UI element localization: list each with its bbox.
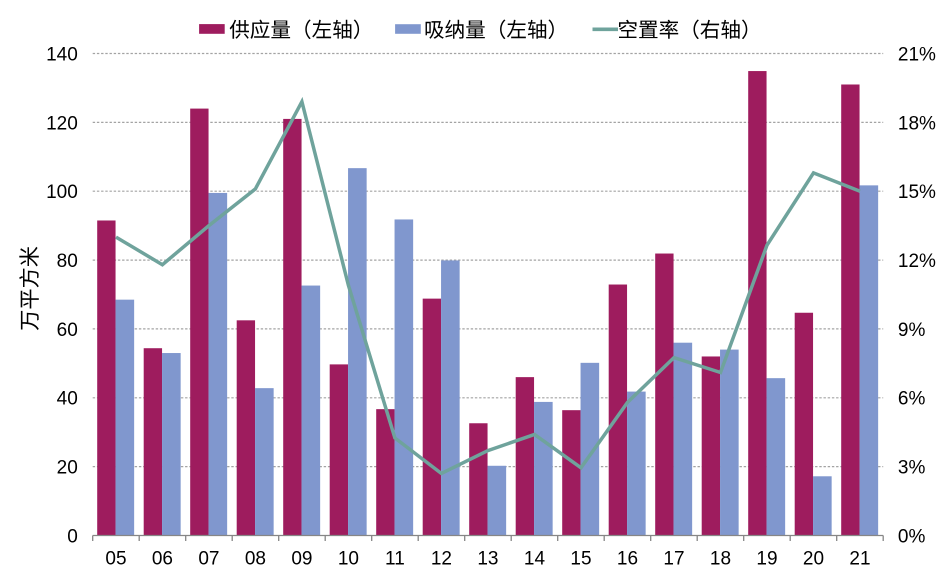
svg-text:18%: 18% — [898, 113, 936, 134]
svg-text:0: 0 — [67, 526, 78, 547]
svg-text:12%: 12% — [898, 251, 936, 272]
svg-text:16: 16 — [617, 548, 638, 569]
svg-text:20: 20 — [803, 548, 824, 569]
svg-text:13: 13 — [477, 548, 498, 569]
svg-text:09: 09 — [291, 548, 312, 569]
svg-text:10: 10 — [338, 548, 359, 569]
svg-text:20: 20 — [57, 458, 78, 479]
svg-text:100: 100 — [46, 182, 78, 203]
svg-text:3%: 3% — [898, 458, 926, 479]
svg-text:12: 12 — [431, 548, 452, 569]
svg-text:06: 06 — [152, 548, 173, 569]
svg-text:120: 120 — [46, 113, 78, 134]
svg-text:18: 18 — [710, 548, 731, 569]
svg-text:9%: 9% — [898, 320, 926, 341]
svg-text:21: 21 — [849, 548, 870, 569]
svg-text:0%: 0% — [898, 526, 926, 547]
svg-text:140: 140 — [46, 44, 78, 65]
svg-text:19: 19 — [756, 548, 777, 569]
svg-text:15: 15 — [570, 548, 591, 569]
svg-text:05: 05 — [105, 548, 126, 569]
svg-text:11: 11 — [385, 548, 405, 569]
svg-text:17: 17 — [663, 548, 684, 569]
svg-text:14: 14 — [524, 548, 546, 569]
svg-text:08: 08 — [245, 548, 266, 569]
svg-text:6%: 6% — [898, 389, 926, 410]
svg-text:07: 07 — [198, 548, 219, 569]
svg-text:15%: 15% — [898, 182, 936, 203]
svg-text:21%: 21% — [898, 44, 936, 65]
svg-text:80: 80 — [57, 251, 78, 272]
svg-text:40: 40 — [57, 389, 78, 410]
svg-text:60: 60 — [57, 320, 78, 341]
